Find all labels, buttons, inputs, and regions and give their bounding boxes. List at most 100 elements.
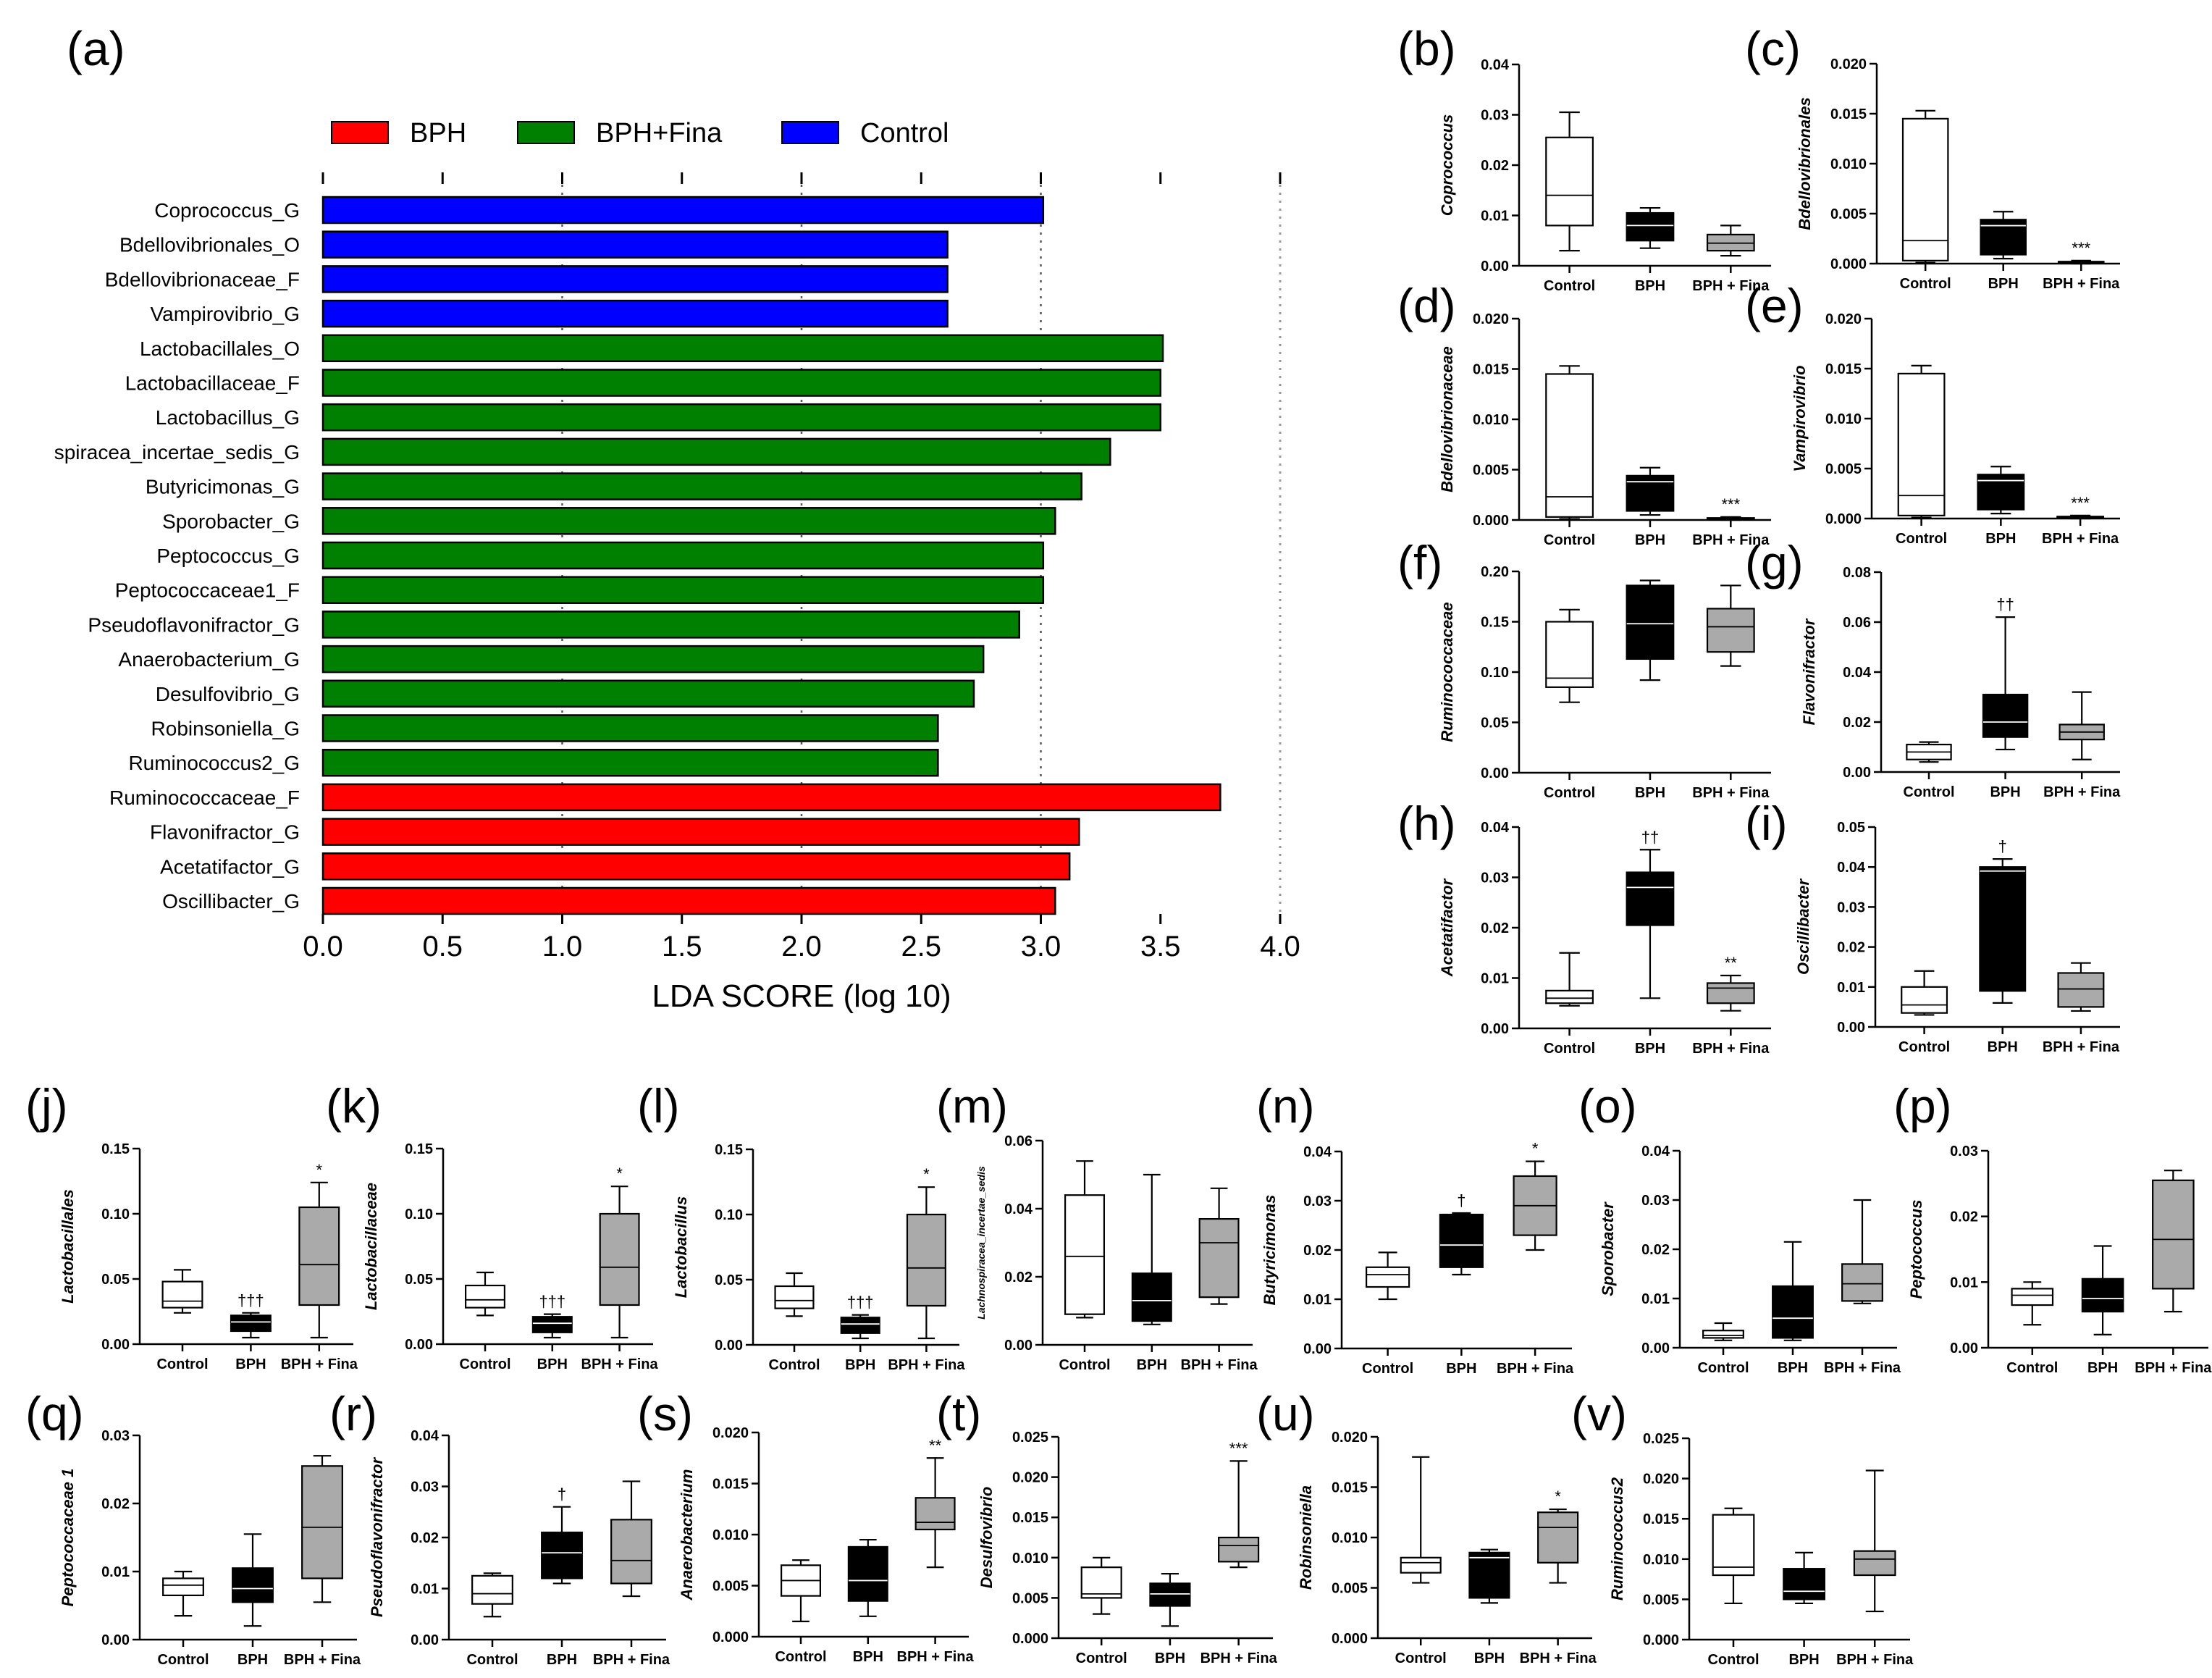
- lda-bar: [321, 507, 1056, 535]
- x-tick-label: BPH: [1990, 784, 2020, 800]
- box: [906, 1213, 946, 1307]
- x-tick-label: BPH: [1635, 1041, 1665, 1057]
- panel-label-s: (s): [637, 1387, 693, 1440]
- y-axis-label: Flavonifractor: [1800, 618, 1818, 725]
- y-tick-label: 0.00: [1481, 259, 1509, 274]
- y-tick-label: 0.020: [1643, 1472, 1679, 1488]
- significance-mark: ††: [1996, 595, 2014, 613]
- x-tick-label: Control: [1544, 532, 1595, 548]
- box: [1772, 1285, 1814, 1339]
- x-tick-label: Control: [1707, 1652, 1759, 1668]
- box: [1064, 1194, 1106, 1315]
- y-tick-label: 0.08: [1843, 565, 1871, 581]
- x-tick-label: BPH + Fina: [581, 1356, 659, 1372]
- x-tick-label: BPH + Fina: [2043, 276, 2120, 292]
- lda-bar: [321, 334, 1164, 363]
- x-tick-label: Control: [156, 1356, 208, 1372]
- x-tick-label: 2.5: [901, 931, 941, 962]
- box: [541, 1531, 583, 1580]
- x-tick-label: BPH: [1635, 278, 1665, 294]
- significance-mark: *: [1555, 1488, 1561, 1506]
- box: [1980, 219, 2027, 256]
- lda-bar: [321, 748, 939, 777]
- box: [1853, 1550, 1896, 1577]
- boxplot-q: 0.00 0.01 0.02 0.03 Control BPH BPH + Fina Pept…: [59, 1428, 361, 1668]
- box: [1626, 584, 1675, 660]
- lda-bar-label: Lactobacillus_G: [156, 406, 300, 429]
- x-tick-label: BPH + Fina: [2135, 1360, 2212, 1376]
- boxplot-u: 0.000 0.005 0.010 0.015 0.020 Control BPH BPH +…: [1297, 1430, 1597, 1666]
- boxplot-j: 0.00 0.05 0.10 0.15 Control BPH ††† BPH + Fina *…: [59, 1141, 358, 1372]
- panel-label-l: (l): [637, 1079, 680, 1133]
- x-tick-label: BPH + Fina: [1181, 1357, 1258, 1373]
- box: [1901, 986, 1948, 1014]
- x-tick-label: BPH + Fina: [1836, 1652, 1914, 1668]
- x-tick-label: BPH: [1985, 531, 2016, 547]
- significance-mark: **: [929, 1436, 942, 1454]
- y-tick-label: 0.020: [1332, 1430, 1368, 1446]
- significance-mark: *: [1532, 1140, 1539, 1158]
- y-tick-label: 0.000: [1473, 513, 1509, 529]
- x-tick-label: BPH: [1635, 532, 1665, 548]
- x-tick-label: BPH + Fina: [1824, 1360, 1901, 1376]
- y-tick-label: 0.00: [1843, 765, 1871, 781]
- boxplot-k: 0.00 0.05 0.10 0.15 Control BPH ††† BPH + Fina *…: [362, 1141, 659, 1372]
- y-tick-label: 0.01: [1837, 980, 1865, 996]
- boxplot-f: 0.00 0.05 0.10 0.15 0.20 Control BPH BPH + Fina…: [1438, 564, 1771, 801]
- lda-bar-label: Acetatifactor_G: [160, 855, 300, 878]
- y-tick-label: 0.01: [1950, 1275, 1978, 1291]
- lda-bar-label: Flavonifractor_G: [150, 821, 300, 844]
- y-tick-label: 0.010: [1830, 156, 1867, 172]
- y-axis-label: Lactobacillaceae: [362, 1183, 380, 1310]
- x-tick-label: Control: [768, 1357, 820, 1373]
- x-tick-label: Control: [1898, 1039, 1950, 1055]
- y-tick-label: 0.10: [1481, 665, 1509, 681]
- y-tick-label: 0.02: [101, 1496, 130, 1512]
- x-tick-label: BPH + Fina: [1520, 1650, 1597, 1666]
- boxplot-n: 0.00 0.01 0.02 0.03 0.04 Control BPH † BPH + Fin…: [1261, 1140, 1574, 1377]
- y-tick-label: 0.00: [1004, 1338, 1033, 1354]
- y-axis-label: Oscillibacter: [1794, 878, 1812, 976]
- legend-swatch: [517, 121, 575, 144]
- x-tick-label: BPH: [547, 1652, 577, 1668]
- y-tick-label: 0.01: [1481, 971, 1509, 987]
- boxplot-e: 0.000 0.005 0.010 0.015 0.020 Control BPH BPH +…: [1791, 311, 2120, 547]
- y-tick-label: 0.01: [411, 1582, 439, 1598]
- boxplot-d: 0.000 0.005 0.010 0.015 0.020 Control BPH BPH +…: [1438, 311, 1771, 548]
- x-tick-label: BPH + Fina: [2042, 531, 2119, 547]
- y-tick-label: 0.005: [1012, 1590, 1048, 1606]
- boxplot-b: 0.00 0.01 0.02 0.03 0.04 Control BPH BPH + Fina…: [1438, 57, 1771, 294]
- lda-bar-label: Peptococcaceae1_F: [115, 579, 300, 602]
- y-tick-label: 0.00: [411, 1632, 439, 1648]
- lda-bar: [321, 196, 1045, 225]
- box: [2011, 1288, 2054, 1306]
- y-tick-label: 0.010: [1643, 1552, 1679, 1568]
- x-tick-label: 3.0: [1021, 931, 1061, 962]
- y-tick-label: 0.04: [1843, 665, 1872, 681]
- y-tick-label: 0.020: [1830, 56, 1867, 72]
- boxplot-h: 0.00 0.01 0.02 0.03 0.04 Control BPH †† BPH + Fi…: [1438, 820, 1771, 1057]
- lda-bar: [321, 265, 949, 293]
- box: [1545, 989, 1594, 1004]
- x-tick-label: BPH + Fina: [1692, 278, 1770, 294]
- lda-bar-label: Lactobacillaceae_F: [125, 372, 300, 395]
- y-tick-label: 0.00: [1481, 1021, 1509, 1037]
- y-tick-label: 0.04: [1481, 57, 1510, 73]
- lda-bar: [321, 611, 1021, 639]
- panel-label-g: (g): [1745, 536, 1804, 590]
- panel-label-f: (f): [1397, 536, 1442, 590]
- legend-label: BPH: [410, 118, 466, 148]
- panel-label-o: (o): [1578, 1079, 1637, 1133]
- x-tick-label: 1.5: [662, 931, 702, 962]
- box: [2081, 1278, 2124, 1313]
- y-tick-label: 0.020: [712, 1425, 749, 1441]
- boxplot-m: 0.00 0.02 0.04 0.06 Control BPH BPH + Fina Lach…: [975, 1133, 1258, 1373]
- y-tick-label: 0.00: [1837, 1020, 1865, 1036]
- y-tick-label: 0.010: [1473, 412, 1509, 428]
- box: [1545, 621, 1594, 688]
- y-tick-label: 0.02: [411, 1530, 439, 1546]
- significance-mark: †: [1998, 837, 2007, 855]
- x-tick-label: Control: [1362, 1361, 1413, 1377]
- x-tick-label: Control: [1544, 278, 1595, 294]
- y-tick-label: 0.02: [1004, 1270, 1033, 1285]
